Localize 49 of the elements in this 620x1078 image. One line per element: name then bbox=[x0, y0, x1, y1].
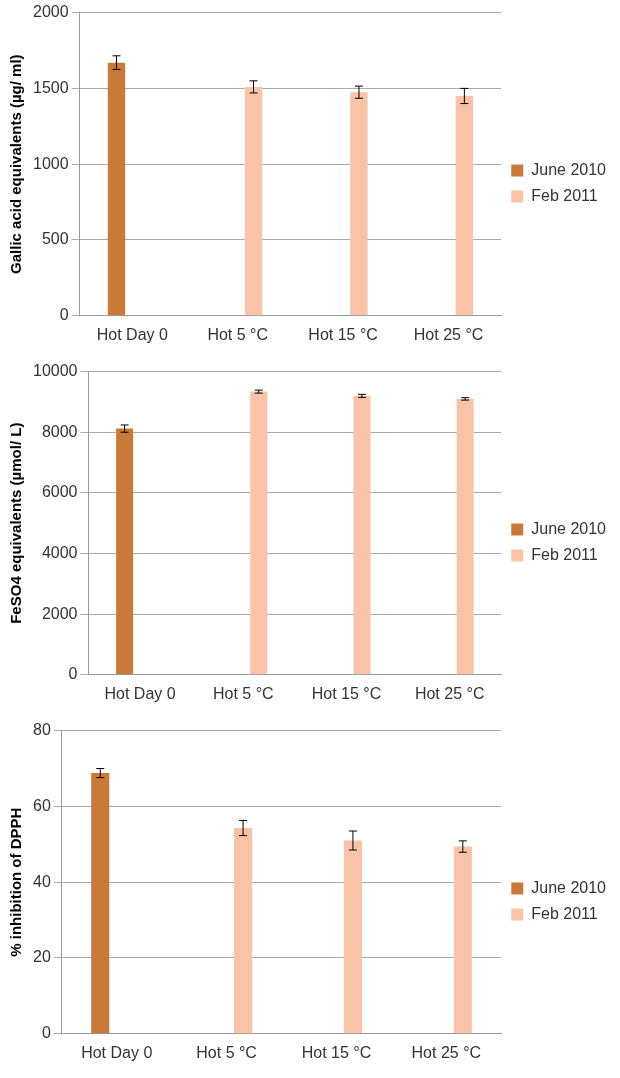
x-tick-label: Hot Day 0 bbox=[104, 684, 176, 702]
x-tick-label: Hot 5 °C bbox=[212, 684, 274, 702]
legend-label: June 2010 bbox=[531, 878, 607, 896]
x-tick-label: Hot 15 °C bbox=[311, 684, 382, 702]
bar bbox=[343, 840, 363, 1034]
legend-label: Feb 2011 bbox=[531, 186, 598, 204]
y-tick-label: 1000 bbox=[33, 154, 69, 172]
y-tick-label: 6000 bbox=[41, 483, 78, 501]
bar bbox=[244, 86, 263, 316]
bar bbox=[250, 391, 268, 675]
legend-label: June 2010 bbox=[531, 519, 607, 537]
bar bbox=[455, 95, 474, 316]
y-tick-label: 0 bbox=[68, 665, 78, 683]
y-tick-label: 2000 bbox=[41, 604, 78, 622]
bar bbox=[456, 398, 474, 675]
y-axis-title: % inhibition of DPPH bbox=[7, 807, 25, 957]
y-tick-label: 60 bbox=[33, 796, 51, 814]
y-tick-label: 0 bbox=[41, 1024, 51, 1042]
x-tick-label: Hot Day 0 bbox=[81, 1043, 153, 1061]
y-axis-title: Gallic acid equivalents (µg/ ml) bbox=[7, 54, 25, 274]
x-tick-label: Hot Day 0 bbox=[96, 325, 168, 343]
legend-label: Feb 2011 bbox=[531, 545, 598, 563]
y-tick-label: 8000 bbox=[41, 422, 78, 440]
bar bbox=[116, 428, 134, 675]
x-tick-label: Hot 5 °C bbox=[207, 325, 269, 343]
x-tick-label: Hot 25 °C bbox=[413, 325, 484, 343]
y-tick-label: 500 bbox=[41, 230, 69, 248]
bar bbox=[350, 92, 368, 316]
x-tick-label: Hot 25 °C bbox=[411, 1043, 482, 1061]
x-tick-label: Hot 5 °C bbox=[196, 1043, 257, 1061]
x-tick-label: Hot 15 °C bbox=[308, 325, 378, 343]
bar bbox=[453, 846, 472, 1034]
bar bbox=[91, 773, 110, 1034]
bar bbox=[234, 828, 253, 1034]
x-tick-label: Hot 15 °C bbox=[301, 1043, 372, 1061]
legend-label: Feb 2011 bbox=[531, 904, 598, 922]
y-tick-label: 4000 bbox=[41, 543, 78, 561]
y-axis-title: FeSO4 equivalents (µmol/ L) bbox=[7, 422, 25, 624]
y-tick-label: 1500 bbox=[33, 78, 69, 96]
y-tick-label: 20 bbox=[33, 948, 51, 966]
y-tick-label: 2000 bbox=[33, 3, 69, 21]
x-tick-label: Hot 25 °C bbox=[414, 684, 485, 702]
bar bbox=[353, 395, 371, 675]
legend-label: June 2010 bbox=[531, 160, 607, 178]
y-tick-label: 80 bbox=[33, 721, 51, 739]
y-tick-label: 0 bbox=[59, 306, 69, 324]
bar bbox=[107, 62, 126, 316]
y-tick-label: 40 bbox=[33, 872, 51, 890]
y-tick-label: 10000 bbox=[32, 362, 78, 380]
